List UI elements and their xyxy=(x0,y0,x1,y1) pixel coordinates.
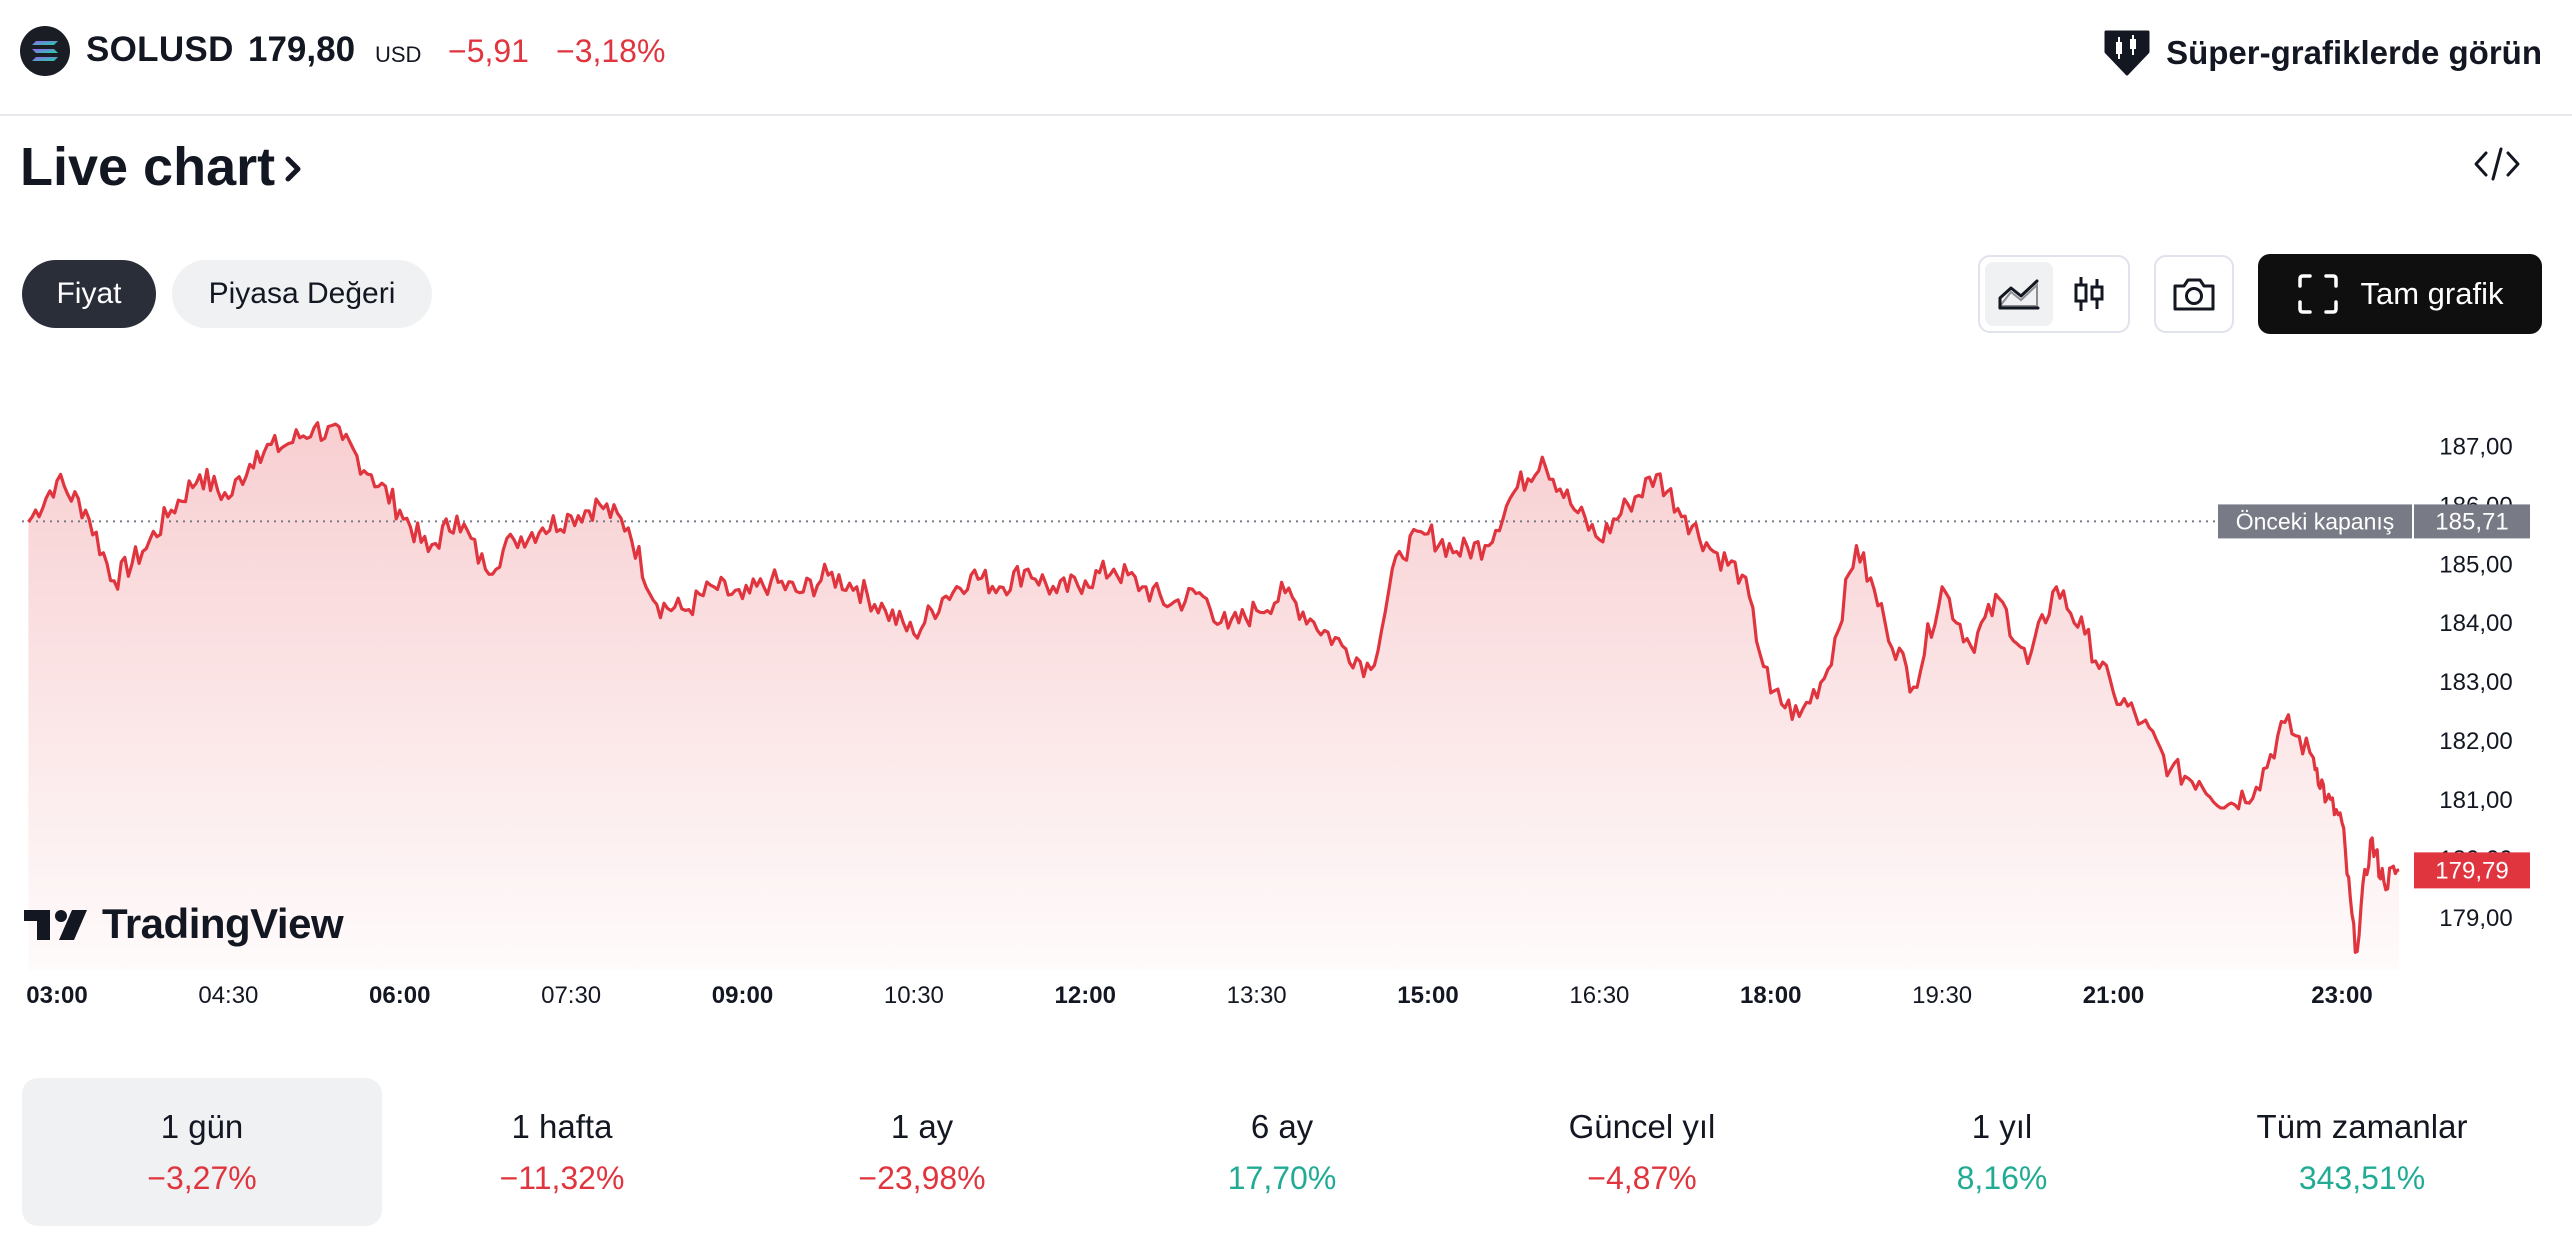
period-1-month[interactable]: 1 ay −23,98% xyxy=(742,1078,1102,1226)
candlestick-button[interactable] xyxy=(2055,262,2123,326)
symbol-name: SOLUSD xyxy=(86,30,234,69)
period-change: −23,98% xyxy=(858,1159,986,1196)
super-charts-icon xyxy=(2104,30,2150,76)
tradingview-watermark-text: TradingView xyxy=(102,900,344,947)
current-price: 179,80 xyxy=(248,30,356,69)
period-label: 1 ay xyxy=(890,1107,954,1145)
y-axis-tick: 185,00 xyxy=(2439,551,2512,578)
fullscreen-icon xyxy=(2297,274,2338,314)
previous-close-label-box xyxy=(2218,504,2412,539)
price-change-absolute: −5,91 xyxy=(448,33,529,69)
super-charts-link[interactable]: Süper-grafiklerde görün xyxy=(2102,28,2542,78)
y-axis-tick: 183,00 xyxy=(2439,669,2512,696)
tab-market-cap[interactable]: Piyasa Değeri xyxy=(172,260,432,328)
y-axis-tick: 179,00 xyxy=(2439,905,2512,932)
area-chart-button[interactable] xyxy=(1985,262,2053,326)
x-axis-tick: 04:30 xyxy=(198,982,258,1009)
period-1-year[interactable]: 1 yıl 8,16% xyxy=(1822,1078,2182,1226)
currency-label: USD xyxy=(375,42,422,67)
x-axis-tick: 10:30 xyxy=(884,982,944,1009)
tradingview-logo-icon xyxy=(24,910,87,940)
x-axis-tick: 16:30 xyxy=(1569,982,1629,1009)
live-chart-title-text: Live chart xyxy=(20,137,276,197)
period-1-week[interactable]: 1 hafta −11,32% xyxy=(382,1078,742,1226)
x-axis-tick: 13:30 xyxy=(1227,982,1287,1009)
previous-close-value-box xyxy=(2414,504,2530,539)
period-change: −4,87% xyxy=(1587,1159,1697,1196)
period-year-to-date[interactable]: Güncel yıl −4,87% xyxy=(1462,1078,1822,1226)
x-axis-tick: 15:00 xyxy=(1397,982,1458,1009)
period-change: −3,27% xyxy=(147,1159,257,1196)
top-header: SOLUSD 179,80 USD −5,91 −3,18% Süper-gra… xyxy=(0,0,2572,116)
y-axis-tick: 184,00 xyxy=(2439,610,2512,637)
period-label: 1 hafta xyxy=(511,1107,613,1145)
area-chart-icon xyxy=(1997,279,2040,310)
x-axis-tick: 23:00 xyxy=(2311,982,2372,1009)
period-all-time[interactable]: Tüm zamanlar 343,51% xyxy=(2182,1078,2542,1226)
candlestick-icon xyxy=(2074,277,2104,311)
x-axis-tick: 21:00 xyxy=(2083,982,2144,1009)
price-chart[interactable]: 187,00186,00185,00184,00183,00182,00181,… xyxy=(0,360,2572,1020)
x-axis-tick: 18:00 xyxy=(1740,982,1801,1009)
last-price-value: 179,79 xyxy=(2435,857,2508,884)
tab-price[interactable]: Fiyat xyxy=(22,260,156,328)
price-change-percent: −3,18% xyxy=(556,33,666,69)
full-chart-label: Tam grafik xyxy=(2360,276,2504,311)
x-axis-tick: 12:00 xyxy=(1055,982,1116,1009)
y-axis-tick: 182,00 xyxy=(2439,728,2512,755)
code-embed-icon[interactable] xyxy=(2472,144,2522,184)
full-chart-button[interactable]: Tam grafik xyxy=(2258,254,2542,334)
super-charts-label: Süper-grafiklerde görün xyxy=(2166,34,2542,71)
period-label: Tüm zamanlar xyxy=(2256,1107,2468,1145)
period-change: 343,51% xyxy=(2298,1159,2426,1196)
last-price-label: 179,79 xyxy=(2414,852,2530,889)
chart-type-toggle xyxy=(1978,255,2130,333)
chevron-right-icon xyxy=(285,156,301,182)
solana-logo-icon xyxy=(20,26,70,76)
y-axis-tick: 181,00 xyxy=(2439,787,2512,814)
last-price-box xyxy=(2414,852,2530,889)
x-axis-tick: 06:00 xyxy=(369,982,430,1009)
period-performance-bar: 1 gün −3,27% 1 hafta −11,32% 1 ay −23,98… xyxy=(22,1078,2542,1226)
previous-close-label-text: Önceki kapanış xyxy=(2236,508,2395,534)
period-change: 17,70% xyxy=(1227,1159,1337,1196)
camera-icon xyxy=(2173,278,2215,311)
y-axis-tick: 187,00 xyxy=(2439,433,2512,460)
period-label: Güncel yıl xyxy=(1568,1107,1716,1145)
period-6-months[interactable]: 6 ay 17,70% xyxy=(1102,1078,1462,1226)
live-chart-title[interactable]: Live chart xyxy=(20,136,305,198)
period-label: 1 gün xyxy=(160,1107,244,1145)
period-change: 8,16% xyxy=(1956,1159,2048,1196)
screenshot-button[interactable] xyxy=(2154,255,2234,333)
price-line xyxy=(27,421,2400,954)
x-axis-tick: 07:30 xyxy=(541,982,601,1009)
previous-close-value: 185,71 xyxy=(2435,508,2508,535)
x-axis-tick: 03:00 xyxy=(26,982,87,1009)
price-area-fill xyxy=(28,422,2400,970)
previous-close-label: Önceki kapanış 185,71 xyxy=(2218,504,2530,539)
period-change: −11,32% xyxy=(499,1159,625,1196)
period-1-day[interactable]: 1 gün −3,27% xyxy=(22,1078,382,1226)
x-axis-tick: 09:00 xyxy=(712,982,773,1009)
period-label: 6 ay xyxy=(1250,1107,1314,1145)
x-axis-tick: 19:30 xyxy=(1912,982,1972,1009)
tradingview-watermark: TradingView xyxy=(24,900,344,948)
period-label: 1 yıl xyxy=(1971,1107,2033,1145)
